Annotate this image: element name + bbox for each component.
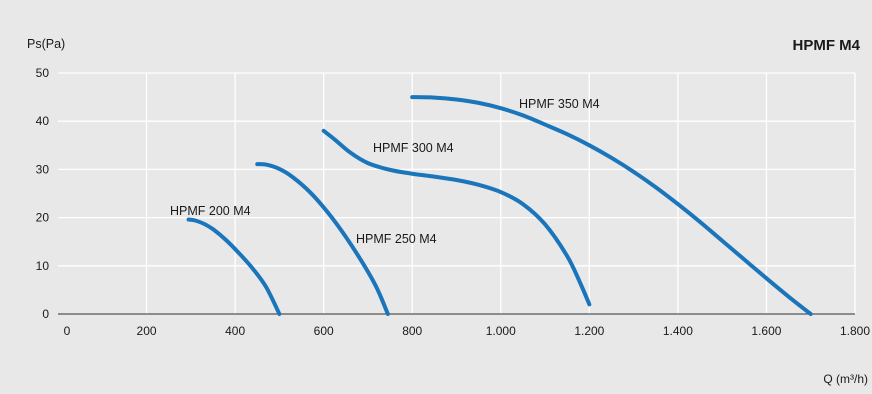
series-line-hpmf-250-m4 — [255, 162, 390, 316]
x-tick-label: 1.800 — [840, 324, 870, 338]
y-tick-label: 50 — [36, 66, 50, 80]
label-layer: HPMF 200 M4 HPMF 250 M4 HPMF 300 M4 HPMF 35… — [170, 97, 600, 246]
x-tick-label: 1.600 — [751, 324, 781, 338]
chart-title: HPMF M4 — [793, 37, 861, 54]
x-tick-label: 1.200 — [574, 324, 604, 338]
series-label-hpmf-300-m4: HPMF 300 M4 — [373, 141, 454, 155]
series-label-hpmf-350-m4: HPMF 350 M4 — [519, 97, 600, 111]
series-label-hpmf-200-m4: HPMF 200 M4 — [170, 204, 251, 218]
series-layer — [186, 95, 813, 316]
x-tick-label: 600 — [314, 324, 334, 338]
y-tick-label: 30 — [36, 162, 50, 176]
x-tick-label: 800 — [402, 324, 422, 338]
x-tick-label: 1.000 — [486, 324, 516, 338]
y-tick-label: 0 — [42, 307, 49, 321]
y-tick-label: 10 — [36, 259, 50, 273]
y-axis-label: Ps(Pa) — [27, 37, 65, 51]
grid-layer — [58, 72, 856, 314]
series-line-hpmf-350-m4 — [410, 95, 813, 316]
x-tick-label: 1.400 — [663, 324, 693, 338]
series-label-hpmf-250-m4: HPMF 250 M4 — [356, 232, 437, 246]
y-tick-label: 40 — [36, 114, 50, 128]
x-tick-label: 0 — [64, 324, 71, 338]
axis-layer: 0 10 20 30 40 50 0 200 400 600 800 1.000 1.200 1.400 1… — [36, 66, 871, 338]
series-line-hpmf-300-m4 — [321, 128, 592, 307]
x-tick-label: 400 — [225, 324, 245, 338]
x-axis-label: Q (m³/h) — [823, 372, 868, 386]
y-tick-label: 20 — [36, 211, 50, 225]
x-tick-label: 200 — [137, 324, 157, 338]
series-line-hpmf-200-m4 — [186, 217, 282, 316]
